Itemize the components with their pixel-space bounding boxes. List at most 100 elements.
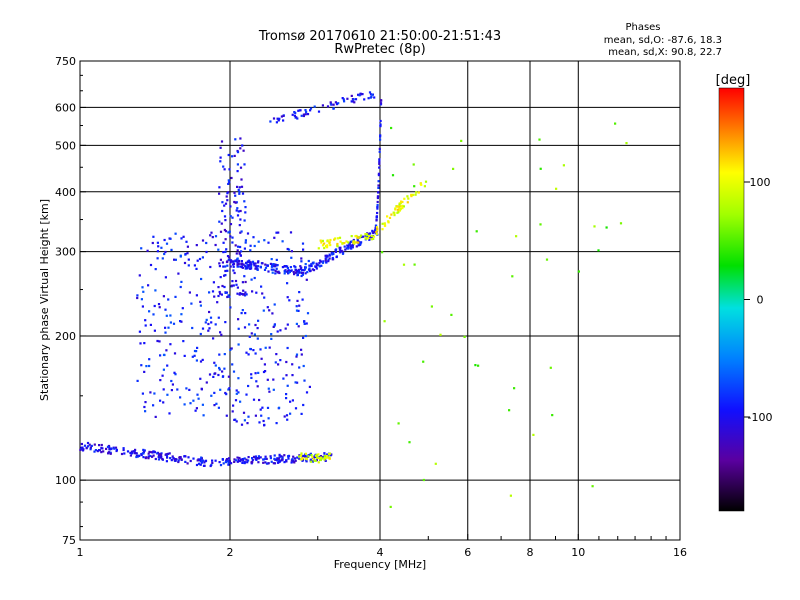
data-point: [251, 457, 254, 460]
data-point: [159, 399, 162, 402]
data-point: [286, 384, 289, 387]
data-point: [241, 144, 244, 147]
data-point: [156, 257, 159, 260]
data-point: [278, 456, 281, 459]
data-point: [295, 305, 298, 308]
data-point: [283, 454, 286, 457]
x-tick-label: 6: [464, 546, 471, 559]
data-point: [273, 303, 276, 306]
data-point: [250, 265, 253, 268]
data-point: [143, 449, 146, 452]
data-point: [262, 309, 265, 312]
data-point: [154, 415, 157, 418]
data-point: [321, 456, 324, 459]
data-point: [185, 387, 188, 390]
data-point: [207, 329, 210, 332]
data-point: [232, 269, 235, 272]
data-point: [328, 241, 331, 244]
data-point: [140, 453, 143, 457]
data-point: [302, 403, 305, 407]
data-point: [296, 381, 299, 384]
data-point: [200, 456, 203, 459]
data-point: [333, 238, 336, 241]
data-point: [225, 291, 228, 294]
data-point: [142, 451, 145, 454]
data-point: [213, 391, 216, 394]
data-point: [147, 452, 150, 455]
data-point: [273, 324, 276, 327]
data-point: [364, 235, 367, 238]
data-point: [244, 280, 247, 284]
data-point: [396, 211, 399, 214]
data-point: [152, 450, 155, 453]
data-point: [312, 458, 315, 461]
data-point: [281, 266, 284, 269]
data-point: [166, 456, 169, 459]
data-point: [306, 113, 310, 116]
data-point: [304, 455, 307, 458]
data-point: [317, 264, 320, 267]
data-point: [160, 455, 163, 458]
data-point: [217, 294, 220, 298]
data-point: [231, 363, 234, 366]
data-point: [363, 98, 366, 101]
data-point: [250, 373, 253, 376]
data-point: [328, 253, 331, 256]
data-point: [217, 248, 220, 251]
data-point: [240, 312, 243, 315]
data-point: [229, 235, 232, 238]
data-point: [238, 224, 241, 227]
data-point: [218, 262, 221, 265]
data-point: [338, 236, 342, 239]
data-point: [177, 460, 180, 464]
data-point: [371, 93, 374, 96]
data-point: [162, 368, 165, 371]
data-point: [272, 268, 275, 271]
data-point: [275, 121, 278, 124]
data-point: [93, 450, 96, 453]
data-point: [199, 300, 202, 303]
data-point: [256, 337, 259, 340]
data-point: [224, 269, 227, 273]
data-point: [218, 220, 221, 223]
data-point: [212, 281, 215, 284]
data-point: [153, 304, 156, 308]
data-point: [163, 238, 166, 242]
data-point: [346, 97, 349, 100]
data-point: [336, 237, 340, 240]
data-point: [276, 117, 279, 120]
data-point: [414, 193, 417, 196]
data-point: [256, 267, 259, 270]
data-point: [413, 185, 416, 188]
data-point: [227, 231, 230, 234]
data-point: [270, 333, 273, 336]
data-point: [359, 243, 362, 246]
data-point: [345, 240, 348, 243]
data-point: [236, 286, 239, 289]
data-point: [240, 292, 243, 296]
data-point: [282, 119, 285, 122]
data-point: [430, 305, 433, 308]
data-point: [226, 295, 229, 299]
data-point: [133, 451, 136, 455]
data-point: [300, 260, 303, 263]
data-point: [204, 459, 208, 462]
data-point: [240, 178, 243, 181]
data-point: [225, 459, 228, 462]
data-point: [351, 243, 355, 246]
data-point: [332, 103, 335, 106]
data-point: [286, 346, 289, 350]
data-point: [287, 457, 290, 460]
data-point: [339, 240, 342, 243]
data-point: [236, 163, 239, 166]
data-point: [329, 238, 332, 242]
data-point: [152, 454, 155, 457]
data-point: [210, 394, 213, 397]
data-point: [309, 270, 312, 273]
data-point: [302, 113, 305, 116]
data-point: [233, 458, 236, 461]
data-point: [239, 265, 242, 268]
data-point: [219, 292, 222, 295]
data-point: [98, 444, 101, 447]
y-tick-label: 75: [62, 534, 76, 547]
